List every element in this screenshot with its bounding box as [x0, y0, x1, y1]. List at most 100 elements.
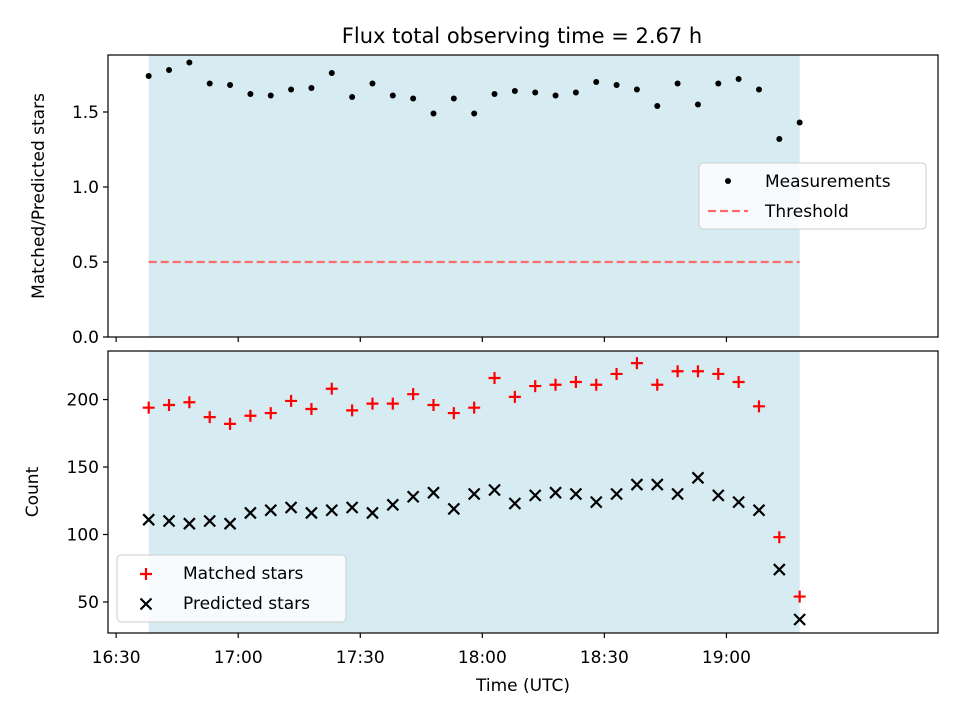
- measurement-point: [715, 80, 722, 87]
- x-tick-label: 18:00: [458, 648, 507, 668]
- matched-star-point: [549, 378, 562, 391]
- bottom-y-axis-label: Count: [23, 466, 43, 517]
- matched-star-point: [610, 367, 623, 380]
- bottom-axes-frame: [107, 350, 939, 634]
- y-tick-label: 50: [77, 593, 99, 613]
- legend-measurements-label: Measurements: [765, 172, 891, 192]
- predicted-star-point: [427, 486, 440, 499]
- matched-star-point: [508, 390, 521, 403]
- top-panel: 0.0 0.5 1.0 1.5 Matched/Predicted stars Measu…: [29, 54, 939, 348]
- measurement-point: [633, 86, 640, 93]
- y-tick-label: 150: [67, 458, 99, 478]
- matched-star-point: [447, 407, 460, 420]
- x-tick-label: 17:00: [214, 648, 263, 668]
- matched-star-point: [163, 398, 176, 411]
- legend-box: [698, 162, 927, 230]
- matched-star-point: [203, 411, 216, 424]
- matched-star-point: [630, 357, 643, 370]
- matched-star-point: [142, 401, 155, 414]
- y-tick-label: 1.5: [72, 103, 99, 123]
- matched-star-point: [569, 376, 582, 389]
- predicted-star-point: [406, 490, 420, 503]
- measurement-point: [389, 92, 396, 99]
- matched-star-point: [773, 531, 786, 544]
- predicted-star-point: [244, 506, 257, 520]
- measurement-point: [491, 91, 498, 97]
- matched-star-point: [732, 376, 745, 389]
- predicted-star-point: [203, 514, 216, 528]
- measurement-point: [288, 86, 295, 93]
- legend-matched-label: Matched stars: [183, 564, 303, 584]
- predicted-star-point: [447, 502, 461, 516]
- measurement-point: [369, 80, 376, 87]
- measurement-point: [145, 73, 152, 79]
- legend-predicted-label: Predicted stars: [183, 594, 310, 614]
- predicted-star-point: [610, 487, 623, 501]
- matched-star-point: [752, 400, 765, 413]
- bottom-legend: Matched stars Predicted stars: [116, 554, 347, 623]
- matched-star-point: [244, 409, 257, 422]
- x-tick-label: 16:30: [92, 648, 141, 668]
- measurement-point: [349, 94, 356, 100]
- top-legend: Measurements Threshold: [698, 162, 927, 230]
- matched-star-point: [651, 378, 664, 391]
- measurement-point: [613, 82, 620, 88]
- predicted-star-point: [793, 613, 806, 626]
- predicted-star-point: [305, 506, 318, 520]
- predicted-star-point: [162, 514, 176, 528]
- matched-star-point: [285, 394, 298, 407]
- measurement-point: [247, 91, 254, 97]
- predicted-star-point: [752, 503, 766, 517]
- matched-star-point: [793, 590, 806, 603]
- predicted-star-point: [732, 495, 745, 509]
- predicted-star-point: [345, 501, 359, 514]
- measurement-point: [308, 85, 315, 91]
- x-tick-label: 19:00: [702, 648, 751, 668]
- matched-star-point: [264, 407, 277, 420]
- predicted-star-point: [671, 487, 684, 501]
- matched-star-point: [224, 417, 237, 430]
- legend-matched-marker: [140, 568, 152, 580]
- top-observing-span: [148, 55, 800, 337]
- y-tick-label: 0.5: [72, 253, 99, 273]
- predicted-star-point: [467, 487, 481, 501]
- measurement-point: [593, 79, 600, 85]
- predicted-star-point: [386, 498, 400, 512]
- measurement-point: [755, 86, 762, 93]
- measurement-point: [776, 136, 783, 142]
- measurement-point: [206, 80, 213, 87]
- y-tick-label: 0.0: [72, 328, 99, 348]
- measurement-point: [471, 110, 478, 117]
- legend-measurement-marker: [725, 178, 731, 184]
- matched-star-point: [712, 367, 725, 380]
- y-tick-label: 100: [67, 526, 99, 546]
- predicted-star-point: [366, 506, 379, 520]
- matched-star-point: [590, 378, 603, 391]
- matched-star-point: [386, 397, 399, 410]
- predicted-star-point: [488, 483, 501, 497]
- predicted-star-point: [549, 486, 562, 499]
- predicted-star-point: [508, 497, 522, 510]
- top-axes-frame: [107, 54, 939, 338]
- predicted-star-point: [325, 503, 339, 517]
- measurement-point: [267, 92, 274, 99]
- matched-star-point: [529, 380, 542, 393]
- chart-title: Flux total observing time = 2.67 h: [342, 24, 702, 48]
- matched-star-point: [407, 388, 420, 401]
- measurement-point: [654, 103, 661, 109]
- predicted-star-point: [284, 501, 298, 514]
- measurement-point: [694, 101, 701, 108]
- predicted-star-point: [142, 513, 155, 526]
- predicted-star-point: [650, 478, 664, 491]
- x-tick-label: 17:30: [336, 648, 385, 668]
- predicted-star-point: [223, 517, 237, 530]
- predicted-star-point: [183, 517, 196, 530]
- bottom-panel: 50 100 150 200 16:30 17:00 17:30 18:00 18:30 19:0…: [23, 350, 939, 696]
- matched-star-point: [427, 398, 440, 411]
- measurement-point: [450, 95, 457, 102]
- legend-predicted-marker: [139, 597, 153, 611]
- top-y-axis-label: Matched/Predicted stars: [29, 93, 49, 299]
- measurement-point: [735, 76, 742, 82]
- predicted-star-point: [712, 489, 725, 502]
